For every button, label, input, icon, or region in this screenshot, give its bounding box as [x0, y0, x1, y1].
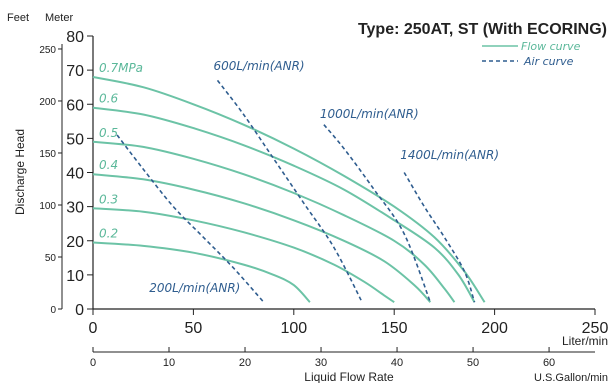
- y-tick-label: 70: [66, 63, 84, 80]
- air-curve-label: 200L/min(ANR): [149, 281, 240, 295]
- air-curve-label: 1000L/min(ANR): [320, 107, 419, 121]
- y-tick-label: 40: [66, 166, 84, 183]
- flow-curves: [92, 76, 486, 304]
- legend-flow-label: Flow curve: [521, 40, 581, 53]
- flow-curve-line: [92, 207, 395, 304]
- x2-tick-label: 50: [467, 357, 479, 369]
- y-tick-label: 0: [75, 302, 84, 319]
- x-tick-label: 50: [185, 320, 203, 337]
- y-tick-label: 30: [66, 200, 84, 217]
- air-curve-line: [216, 79, 363, 303]
- x2-tick-label: 40: [391, 357, 403, 369]
- x2-tick-label: 60: [543, 357, 555, 369]
- x-tick-label: 150: [381, 320, 408, 337]
- air-curve-label: 1400L/min(ANR): [400, 148, 499, 162]
- y2-tick-label: 200: [39, 97, 56, 108]
- x2-tick-label: 30: [315, 357, 327, 369]
- y2-tick-label: 150: [39, 149, 56, 160]
- y2-tick-label: 250: [39, 45, 56, 56]
- legend: Flow curve Air curve: [482, 40, 581, 68]
- air-curve-line: [116, 134, 265, 303]
- legend-air-label: Air curve: [523, 55, 574, 68]
- y2-tick-label: 100: [39, 201, 56, 212]
- chart-title: Type: 250AT, ST (With ECORING): [358, 21, 607, 38]
- x2-tick-label: 0: [90, 357, 96, 369]
- x2-tick-label: 10: [163, 357, 175, 369]
- y2-tick-label: 50: [45, 253, 57, 264]
- y-tick-label: 50: [66, 131, 84, 148]
- x-unit-label: Liter/min: [562, 334, 608, 348]
- flow-curve-line: [92, 241, 311, 303]
- y-tick-label: 60: [66, 97, 84, 114]
- curve-labels: 0.7MPa 0.6 0.5 0.4 0.3 0.2 200L/min(ANR) 600L/m…: [99, 59, 499, 295]
- flow-pressure-label: 0.7MPa: [99, 61, 143, 75]
- x-axis-title: Liquid Flow Rate: [304, 370, 394, 383]
- flow-pressure-label: 0.5: [99, 126, 118, 140]
- y2-tick-label: 0: [50, 305, 56, 316]
- flow-curve-line: [92, 76, 486, 303]
- flow-pressure-label: 0.4: [99, 158, 118, 172]
- x-tick-label: 0: [89, 320, 98, 337]
- y-axis-title: Discharge Head: [13, 129, 27, 215]
- y-tick-label: 20: [66, 234, 84, 251]
- flow-pressure-label: 0.3: [99, 192, 118, 206]
- y-tick-label: 80: [66, 29, 84, 46]
- x-tick-label: 100: [280, 320, 307, 337]
- y2-unit-label: Feet: [7, 12, 29, 24]
- flow-curve-line: [92, 106, 476, 303]
- air-curve-label: 600L/min(ANR): [213, 59, 304, 73]
- x-tick-label: 250: [582, 320, 609, 337]
- flow-curve-line: [92, 173, 432, 303]
- air-curve-line: [403, 172, 476, 303]
- flow-pressure-label: 0.2: [99, 226, 118, 240]
- y-tick-label: 10: [66, 268, 84, 285]
- air-curve-line: [323, 124, 432, 303]
- x-tick-label: 200: [481, 320, 508, 337]
- flow-curve-line: [92, 140, 456, 303]
- x2-tick-label: 20: [239, 357, 251, 369]
- air-curves: [116, 79, 476, 303]
- y-unit-label: Meter: [45, 12, 73, 24]
- x2-unit-label: U.S.Gallon/min: [534, 372, 608, 383]
- flow-pressure-label: 0.6: [99, 92, 118, 106]
